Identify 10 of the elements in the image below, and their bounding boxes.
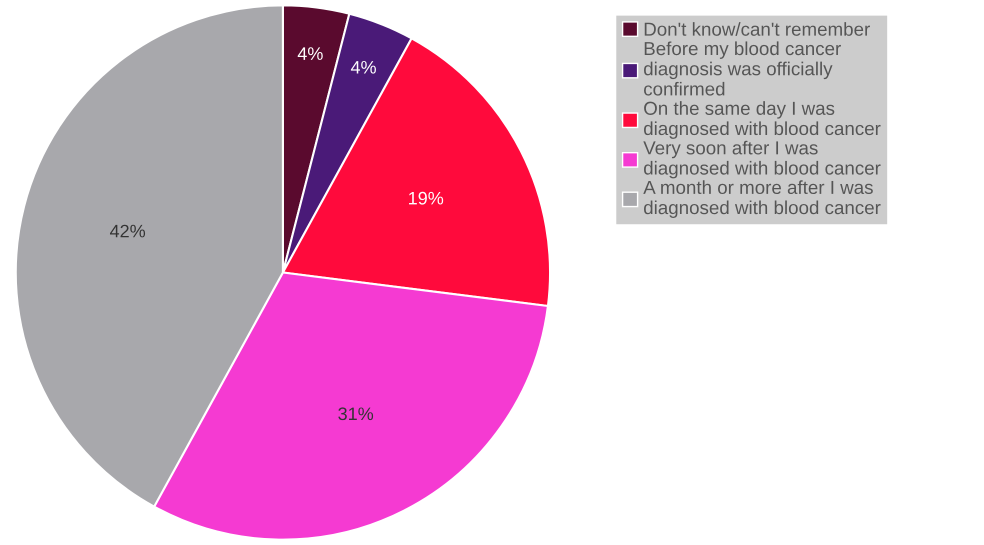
legend-label: A month or more after I was diagnosed with blood cancer bbox=[643, 180, 881, 218]
legend-label: On the same day I was diagnosed with blood cancer bbox=[644, 101, 881, 139]
data-label: 42% bbox=[110, 224, 146, 238]
data-label: 19% bbox=[409, 192, 444, 205]
legend-label: Before my blood cancer diagnosis was officially confirmed bbox=[644, 41, 841, 96]
data-label: 4% bbox=[298, 47, 323, 60]
data-label: 31% bbox=[338, 407, 374, 420]
legend-label: Don't know/can't remember bbox=[644, 22, 870, 36]
data-label: 4% bbox=[350, 60, 376, 74]
legend-label: Very soon after I was diagnosed with blood cancer bbox=[643, 140, 881, 178]
